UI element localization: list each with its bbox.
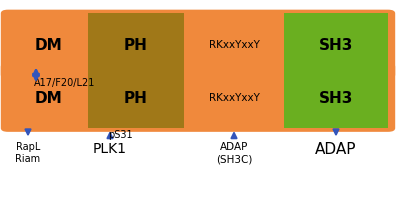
- FancyBboxPatch shape: [1, 64, 395, 132]
- Bar: [88, 67, 184, 129]
- Text: A17/F20/L21: A17/F20/L21: [34, 78, 95, 88]
- Text: DM: DM: [34, 37, 62, 52]
- Text: SH3: SH3: [319, 90, 353, 105]
- Bar: [284, 14, 388, 75]
- Text: PH: PH: [124, 90, 148, 105]
- FancyBboxPatch shape: [1, 11, 395, 79]
- Text: PLK1: PLK1: [93, 142, 127, 156]
- Bar: [88, 14, 184, 75]
- Text: RKxxYxxY: RKxxYxxY: [208, 93, 260, 103]
- Text: ADAP
(SH3C): ADAP (SH3C): [216, 142, 252, 163]
- Text: PH: PH: [124, 37, 148, 52]
- Text: ADAP: ADAP: [315, 142, 357, 157]
- Text: DM: DM: [34, 90, 62, 105]
- Text: pS31: pS31: [108, 130, 133, 140]
- Bar: [284, 67, 388, 129]
- Text: RKxxYxxY: RKxxYxxY: [208, 40, 260, 50]
- Text: RapL
Riam: RapL Riam: [16, 142, 40, 163]
- Text: SH3: SH3: [319, 37, 353, 52]
